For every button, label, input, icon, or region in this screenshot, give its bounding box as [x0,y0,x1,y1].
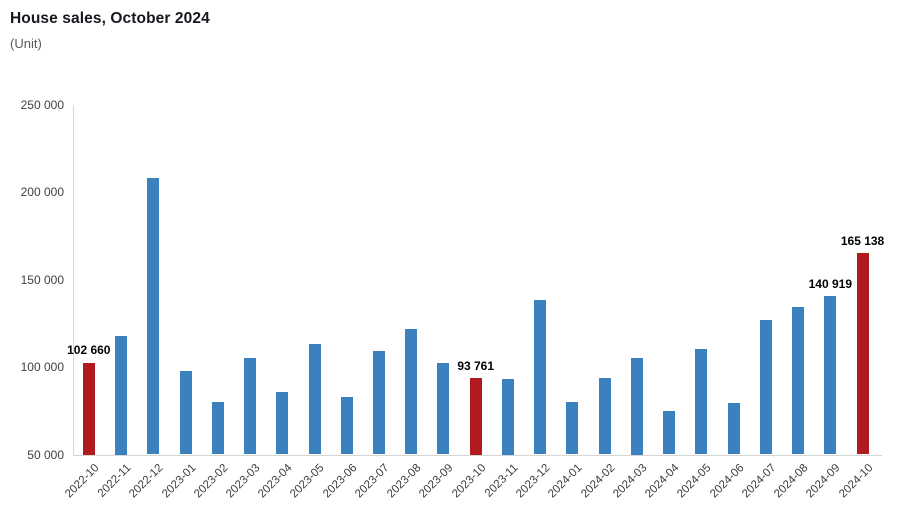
bar-2024-03 [630,358,643,455]
x-axis-tick-label: 2024-02 [578,462,618,501]
x-axis-tick-label: 2022-10 [62,462,102,501]
bar-2023-04 [276,392,289,455]
x-axis-line [73,454,882,456]
x-axis-tick-label: 2024-08 [772,462,811,501]
bar-2023-05 [308,344,321,455]
y-axis-tick-label: 50 000 [27,447,64,462]
bar-2023-06 [340,396,353,455]
x-axis-tick-label: 2024-04 [643,462,682,501]
x-axis-tick-label: 2023-03 [224,462,263,501]
chart-unit-label: (Unit) [10,36,42,51]
bar-2024-09 [824,295,837,455]
bar-2023-10 [469,378,482,455]
x-axis-tick-label: 2024-07 [739,462,779,501]
data-label: 140 919 [808,276,852,291]
bar-2023-12 [534,300,547,455]
bar-2023-02 [211,402,224,455]
bar-2024-05 [695,349,708,455]
x-axis-tick-label: 2022-11 [95,462,134,500]
bar-2024-01 [566,401,579,455]
x-axis-tick-label: 2023-01 [159,462,199,501]
bar-2024-06 [727,403,740,455]
data-label: 165 138 [840,234,885,249]
bar-2024-04 [663,410,676,455]
x-axis-tick-label: 2024-01 [546,462,585,501]
data-label: 102 660 [67,343,111,358]
bar-2023-11 [501,379,514,455]
y-axis-tick-label: 250 000 [20,98,64,112]
bar-2023-07 [373,350,385,455]
chart-title: House sales, October 2024 [10,10,210,27]
bar-2023-09 [437,363,450,455]
bar-2023-08 [405,328,418,455]
x-axis-tick-label: 2023-07 [353,462,392,501]
x-axis-tick-label: 2024-09 [804,462,843,501]
bar-2023-01 [179,371,192,455]
x-axis-tick-label: 2024-06 [707,462,747,501]
x-axis-tick-label: 2023-08 [385,462,424,501]
bar-2024-02 [598,377,611,455]
bar-2024-08 [792,307,805,455]
x-axis-tick-label: 2023-04 [256,462,295,501]
x-axis-tick-label: 2023-12 [514,462,553,501]
y-axis-tick-label: 200 000 [20,185,64,200]
x-axis-tick-label: 2023-05 [288,462,327,501]
bar-2022-10 [82,362,95,455]
x-axis-tick-label: 2024-03 [611,462,650,501]
x-axis-tick-label: 2024-10 [836,462,876,501]
x-axis-tick-label: 2024-05 [675,462,714,501]
x-axis-tick-label: 2023-10 [449,462,489,501]
bar-2024-10 [856,253,869,455]
x-axis-tick-label: 2022-12 [127,462,166,501]
x-axis-tick-label: 2023-09 [417,462,456,501]
bar-2022-11 [115,336,127,455]
x-axis-tick-label: 2023-06 [320,462,360,501]
bar-2023-03 [244,357,256,455]
y-axis-tick-label: 100 000 [20,360,64,375]
x-axis-tick-label: 2023-11 [482,462,521,500]
x-axis-tick-label: 2023-02 [191,462,231,501]
data-label: 93 761 [457,359,495,374]
y-axis-tick-label: 150 000 [20,272,64,287]
bar-2024-07 [759,320,772,455]
y-axis-line [73,105,74,455]
bar-2022-12 [147,178,160,455]
